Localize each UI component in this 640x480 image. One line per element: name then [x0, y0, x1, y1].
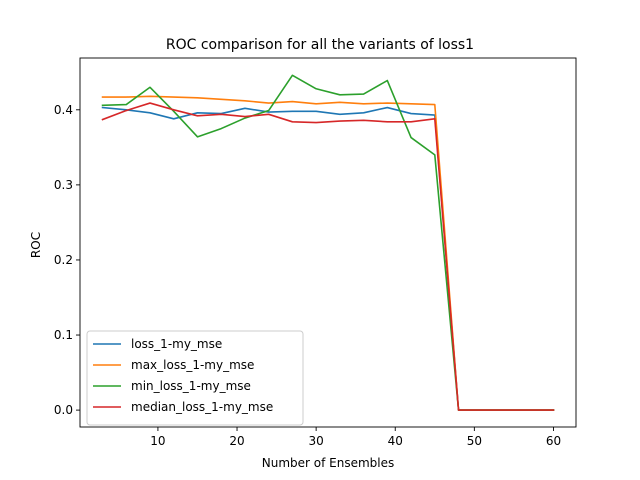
y-axis-label: ROC	[29, 232, 43, 258]
series-layer	[101, 74, 555, 411]
y-tick-label: 0.0	[54, 403, 73, 417]
legend-label: median_loss_1-my_mse	[131, 400, 273, 414]
series-line-3	[101, 102, 555, 411]
legend-box	[86, 330, 304, 426]
x-tick-label: 30	[308, 434, 323, 448]
x-tick-label: 40	[388, 434, 403, 448]
x-tick-label: 60	[546, 434, 561, 448]
x-tick-label: 10	[150, 434, 165, 448]
axes-layer: 10 20 30 40 50 60 0.0 0.1 0.2 0.3 0.4	[54, 57, 577, 448]
chart-title: ROC comparison for all the variants of l…	[166, 37, 474, 53]
y-tick-label: 0.1	[54, 328, 73, 342]
x-axis-label: Number of Ensembles	[262, 456, 395, 470]
legend-label: loss_1-my_mse	[131, 337, 222, 351]
y-tick-label: 0.4	[54, 103, 73, 117]
axes-frame	[79, 57, 577, 428]
legend-label: max_loss_1-my_mse	[131, 358, 254, 372]
y-tick-label: 0.2	[54, 253, 73, 267]
legend: loss_1-my_mse max_loss_1-my_mse min_loss_1…	[86, 330, 304, 426]
x-tick-label: 50	[467, 434, 482, 448]
x-tick-label: 20	[229, 434, 244, 448]
y-tick-label: 0.3	[54, 178, 73, 192]
legend-label: min_loss_1-my_mse	[131, 379, 251, 393]
